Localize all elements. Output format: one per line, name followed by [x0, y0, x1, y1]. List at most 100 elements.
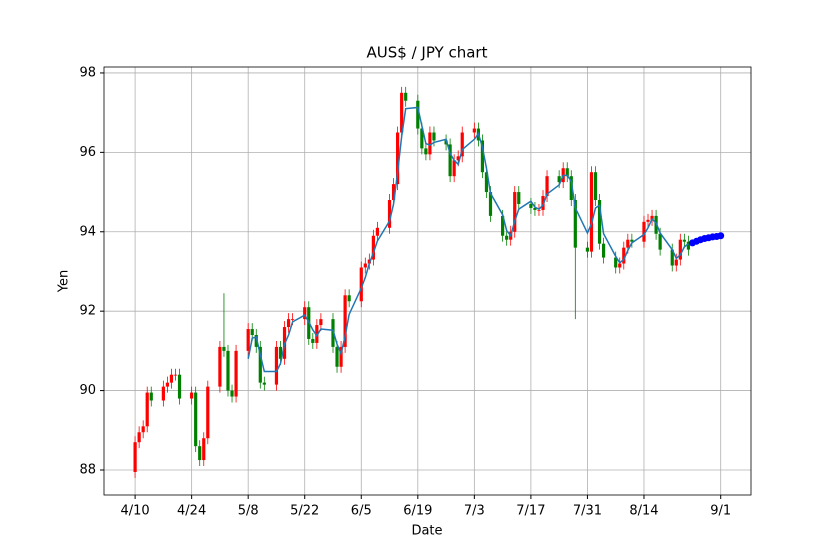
candle-body [614, 257, 618, 268]
candle-body [177, 374, 182, 399]
candle-body [686, 241, 691, 250]
candle-body [618, 263, 622, 268]
candle-body [444, 140, 448, 145]
candle-body [347, 295, 351, 302]
candle-body [190, 392, 194, 399]
candle-body [311, 338, 315, 343]
candle-body [593, 172, 598, 201]
candle-body [484, 172, 489, 193]
candle-body [371, 235, 375, 260]
candle-body [258, 346, 262, 383]
candle-body [569, 176, 573, 201]
candle-body [626, 239, 630, 248]
candle-body [315, 325, 319, 343]
candle-body [234, 350, 238, 397]
candle-body [678, 239, 682, 260]
candle-body [456, 156, 460, 161]
candle-body [246, 329, 250, 351]
candle-body [529, 203, 533, 208]
candle-body [670, 249, 674, 266]
candle-body [452, 160, 456, 177]
candle-body [137, 432, 141, 443]
x-tick-label: 7/31 [573, 504, 602, 519]
candle-body [682, 239, 686, 242]
candle-body [141, 426, 145, 433]
candle-body [658, 233, 662, 250]
forecast-point [717, 232, 725, 240]
candle-body [674, 259, 678, 266]
candle-body [420, 128, 424, 149]
candle-body [432, 132, 436, 141]
x-tick-label: 5/22 [290, 504, 319, 519]
x-tick-label: 5/8 [238, 504, 259, 519]
candle-body [286, 319, 291, 328]
candle-body [545, 176, 549, 197]
candle-body [416, 100, 420, 129]
candle-body [517, 192, 521, 204]
candle-body [173, 374, 178, 376]
candle-body [448, 144, 452, 177]
candle-body [319, 319, 323, 326]
candle-body [387, 200, 392, 228]
candle-body [359, 267, 363, 302]
candle-body [335, 346, 339, 367]
candle-body [165, 382, 170, 387]
x-tick-label: 6/19 [403, 504, 432, 519]
candle-body [291, 319, 295, 320]
candle-body [194, 392, 198, 447]
candle-body [250, 329, 254, 335]
y-tick-label: 92 [79, 304, 96, 319]
candle-body [375, 227, 380, 236]
candle-body [262, 382, 266, 385]
candle-body [226, 350, 230, 391]
x-tick-label: 9/1 [710, 504, 731, 519]
candle-body [501, 215, 505, 236]
candle-body [145, 392, 149, 427]
candle-body [303, 307, 307, 320]
y-tick-label: 90 [79, 383, 96, 398]
candle-body [254, 334, 258, 347]
candle-body [218, 346, 222, 387]
y-tick-label: 98 [79, 65, 96, 80]
candle-body [391, 184, 396, 201]
candle-body [557, 176, 561, 183]
candle-body [404, 92, 408, 101]
chart-title: AUS$ / JPY chart [367, 44, 488, 62]
candle-body [573, 200, 577, 248]
candle-body [601, 243, 606, 258]
y-tick-label: 96 [79, 145, 96, 160]
candle-body [339, 346, 343, 367]
candle-body [343, 295, 347, 347]
x-tick-label: 4/10 [120, 504, 149, 519]
candle-body [630, 239, 634, 242]
candle-body [513, 192, 517, 232]
candle-body [161, 386, 165, 401]
y-tick-label: 94 [79, 224, 96, 239]
candle-body [565, 168, 569, 177]
candle-body [169, 374, 174, 383]
x-axis-label: Date [411, 524, 442, 539]
moving-average-line [247, 106, 689, 373]
candle-body [206, 386, 210, 439]
candle-body [222, 346, 226, 351]
x-tick-label: 7/3 [464, 504, 485, 519]
y-tick-label: 88 [79, 462, 96, 477]
x-tick-label: 6/5 [351, 504, 372, 519]
candle-body [646, 219, 650, 222]
candle-body [396, 132, 400, 185]
candle-body [642, 221, 646, 242]
candle-body [198, 446, 202, 461]
candle-body [230, 390, 234, 397]
plot-frame [103, 66, 752, 496]
x-tick-label: 8/14 [629, 504, 658, 519]
y-axis-label: Yen [57, 270, 72, 293]
candle-body [488, 192, 493, 216]
candle-body [533, 207, 537, 210]
candle-body [424, 148, 428, 155]
x-tick-label: 4/24 [177, 504, 206, 519]
candle-body [400, 92, 404, 133]
candle-body [472, 128, 476, 133]
candle-body [650, 215, 654, 220]
candle-body [460, 132, 464, 157]
